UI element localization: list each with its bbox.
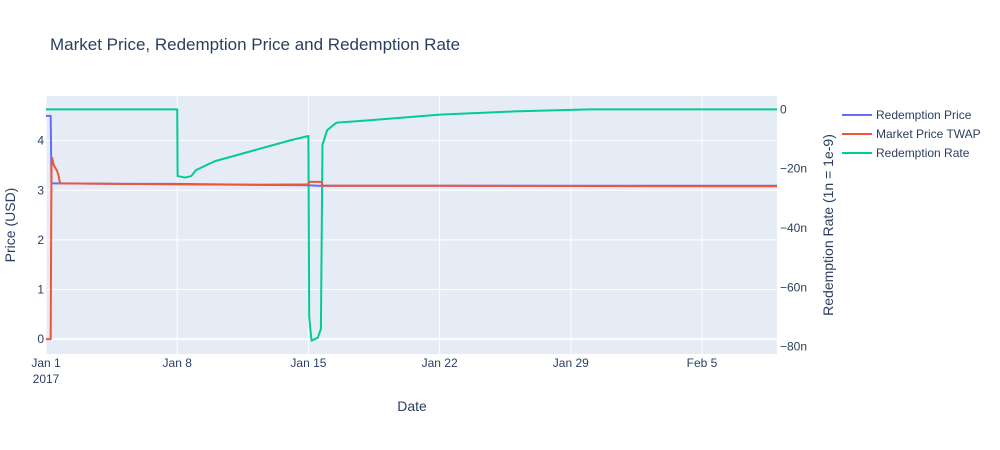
y-right-axis-title: Redemption Rate (1n = 1e-9)	[820, 134, 836, 316]
y-left-tick-label: 2	[37, 233, 44, 247]
x-tick-label: Feb 5	[687, 356, 718, 370]
legend[interactable]: Redemption Price Market Price TWAP Redempt…	[842, 108, 981, 160]
legend-label: Redemption Rate	[876, 146, 970, 160]
x-tick-label: Jan 1	[31, 356, 61, 370]
x-tick-label: Jan 8	[163, 356, 193, 370]
y-right-tick-label: −80n	[780, 340, 807, 354]
x-tick-label: Jan 15	[290, 356, 326, 370]
y-left-tick-label: 4	[37, 134, 44, 148]
series-line-redemption-rate[interactable]	[46, 108, 777, 342]
series-layer	[46, 108, 778, 342]
y-left-axis-ticks: 0 1 2 3 4	[37, 134, 44, 346]
x-tick-sublabel: 2017	[33, 372, 60, 386]
y-right-tick-label: −40n	[780, 221, 807, 235]
legend-item[interactable]: Market Price TWAP	[842, 127, 981, 141]
series-line-market-price-twap[interactable]	[46, 157, 778, 341]
y-right-tick-label: −20n	[780, 162, 807, 176]
legend-label: Redemption Price	[876, 108, 972, 122]
y-left-tick-label: 3	[37, 183, 44, 197]
legend-item[interactable]: Redemption Rate	[842, 146, 970, 160]
y-right-tick-label: −60n	[780, 280, 807, 294]
y-left-axis-title: Price (USD)	[2, 188, 18, 263]
x-axis-ticks: Jan 1 2017 Jan 8 Jan 15 Jan 22 Jan 29 Feb 5	[31, 356, 717, 386]
chart-title: Market Price, Redemption Price and Redem…	[50, 35, 460, 54]
legend-item[interactable]: Redemption Price	[842, 108, 972, 122]
y-left-tick-label: 1	[37, 283, 44, 297]
y-right-tick-label: 0	[780, 102, 787, 116]
y-left-tick-label: 0	[37, 332, 44, 346]
grid	[45, 96, 777, 354]
x-tick-label: Jan 22	[422, 356, 458, 370]
plot-area	[46, 96, 777, 354]
x-tick-label: Jan 29	[553, 356, 589, 370]
y-right-axis-ticks: 0 −20n −40n −60n −80n	[780, 102, 807, 353]
x-axis-title: Date	[397, 398, 427, 414]
legend-label: Market Price TWAP	[876, 127, 981, 141]
